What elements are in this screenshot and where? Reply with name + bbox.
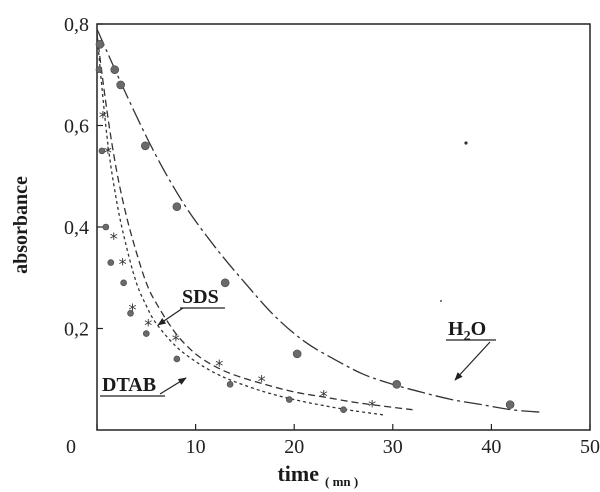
sds-data-point: * xyxy=(144,315,152,334)
sds-data-point: * xyxy=(119,255,127,274)
dtab-data-point xyxy=(226,381,234,388)
axis-ticks: 0 10 20 30 40 50 0,2 0,4 0,6 0,8 xyxy=(64,14,600,458)
h2o-arrow xyxy=(454,341,491,381)
sds-data-point: * xyxy=(368,397,376,416)
dtab-arrow xyxy=(159,377,187,395)
x-axis-unit: ( mn ) xyxy=(325,474,358,489)
dtab-data-point xyxy=(173,355,181,363)
dtab-fit-curve xyxy=(96,34,383,416)
scan-speck xyxy=(464,141,468,145)
dtab-data-point xyxy=(285,396,293,403)
sds-data-point: * xyxy=(104,143,112,162)
dtab-data-point xyxy=(107,259,115,266)
dtab-data-point xyxy=(143,330,150,337)
y-tick-label: 0,6 xyxy=(64,116,89,138)
h2o-data-point xyxy=(292,349,302,359)
h2o-data-point xyxy=(95,39,105,49)
svg-text:DTAB: DTAB xyxy=(102,374,156,396)
y-tick-label: 0,2 xyxy=(64,319,89,341)
x-tick-label: 30 xyxy=(383,436,403,458)
sds-arrow xyxy=(157,307,184,326)
h2o-label-tail: O xyxy=(471,318,487,340)
svg-text:SDS: SDS xyxy=(182,286,219,308)
dtab-data-point xyxy=(98,147,106,155)
scan-speck xyxy=(440,300,442,302)
data-markers: *********** xyxy=(95,39,515,416)
dtab-data-point xyxy=(120,279,127,287)
y-tick-label: 0,4 xyxy=(64,217,89,239)
dtab-data-point xyxy=(127,309,134,317)
series-label-dtab: DTAB xyxy=(100,374,187,397)
h2o-data-point xyxy=(141,141,150,151)
x-axis-label: time xyxy=(277,461,319,486)
dtab-data-point xyxy=(95,66,103,73)
sds-data-point: * xyxy=(320,386,328,405)
h2o-fit-curve xyxy=(96,28,541,413)
x-tick-label: 50 xyxy=(580,436,600,458)
h2o-data-point xyxy=(172,202,182,211)
plot-frame xyxy=(96,23,591,431)
sds-data-point: * xyxy=(215,356,223,375)
series-label-sds: SDS xyxy=(157,286,225,326)
sds-data-point: * xyxy=(258,371,266,390)
h2o-data-point xyxy=(505,400,515,409)
x-tick-label: 20 xyxy=(284,436,304,458)
x-tick-label: 40 xyxy=(481,436,501,458)
svg-text:H2O: H2O xyxy=(448,318,486,344)
h2o-data-point xyxy=(220,278,230,288)
h2o-data-point xyxy=(392,380,402,389)
x-tick-label: 10 xyxy=(186,436,206,458)
sds-data-point: * xyxy=(128,300,136,319)
sds-fit-curve xyxy=(96,34,413,411)
series-label-h2o: H2O xyxy=(446,318,496,381)
h2o-label-main: H xyxy=(448,318,464,340)
sds-data-point: * xyxy=(99,107,107,126)
x-tick-label: 0 xyxy=(66,436,76,458)
dtab-data-point xyxy=(340,406,347,414)
dtab-data-point xyxy=(102,223,110,231)
y-tick-label: 0,8 xyxy=(64,14,89,36)
h2o-data-point xyxy=(110,65,120,74)
h2o-data-point xyxy=(116,80,125,90)
y-axis-label: absorbance xyxy=(10,176,32,274)
sds-data-point: * xyxy=(172,331,180,350)
fit-curves xyxy=(96,28,541,416)
h2o-label-sub: 2 xyxy=(464,329,471,344)
sds-data-point: * xyxy=(110,229,118,248)
